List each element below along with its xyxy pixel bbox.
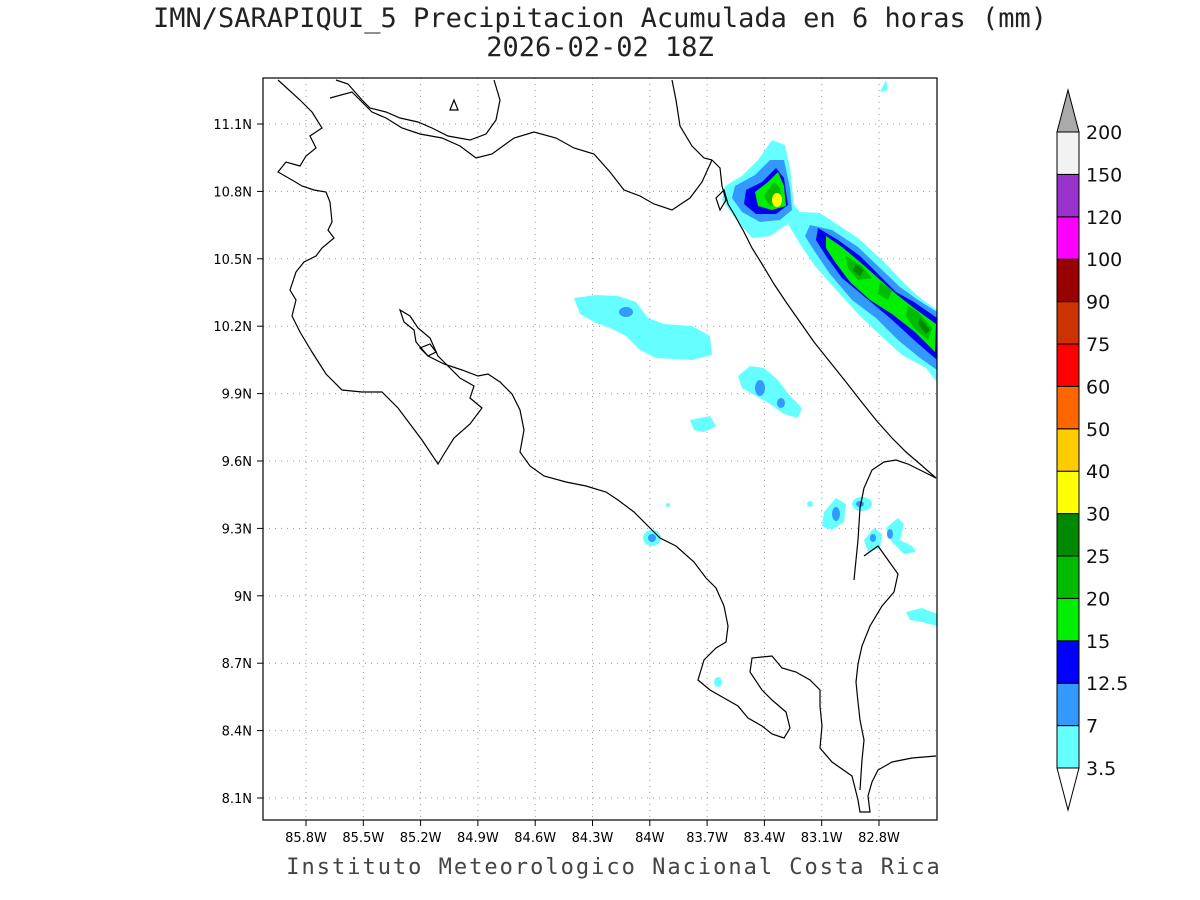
nicaragua-border (329, 91, 713, 211)
precip-area-7 (832, 507, 840, 521)
coastline-path (277, 79, 937, 813)
precip-area-3.5 (738, 366, 802, 418)
colorbar-label: 200 (1086, 122, 1122, 144)
precip-area-3.5 (714, 677, 722, 687)
lat-tick-label: 10.2N (213, 320, 252, 335)
colorbar-swatch (1056, 173, 1080, 218)
precip-area-3.5 (880, 80, 888, 92)
colorbar-swatch (1056, 597, 1080, 642)
lat-tick-label: 9.6N (222, 455, 252, 470)
precip-area-3.5 (690, 416, 716, 432)
map-frame (262, 77, 938, 821)
precip-area-3.5 (807, 501, 813, 507)
lat-tick-label: 9.9N (222, 388, 252, 403)
colorbar-swatch (1056, 301, 1080, 345)
lat-tick-label: 11.1N (213, 118, 252, 133)
lon-tick-label: 84.3W (572, 831, 614, 846)
coastline-boundaries (277, 79, 937, 813)
colorbar-label: 90 (1086, 292, 1110, 314)
lon-tick-label: 83.4W (743, 831, 785, 846)
island (418, 343, 437, 357)
lat-tick-label: 9.3N (222, 522, 252, 537)
lon-tick-label: 84.9W (457, 831, 499, 846)
colorbar-label: 50 (1086, 419, 1110, 441)
colorbar-label: 60 (1086, 376, 1110, 398)
colorbar-swatch (1056, 513, 1080, 557)
precip-area-7 (777, 398, 785, 408)
lat-tick-label: 8.7N (222, 657, 252, 672)
map-datetime: 2026-02-02 18Z (486, 32, 714, 63)
lon-tick-label: 84.6W (514, 831, 556, 846)
colorbar-label: 75 (1086, 334, 1110, 356)
colorbar-label: 15 (1086, 631, 1110, 653)
precip-area-3.5 (574, 295, 712, 360)
colorbar-label: 25 (1086, 546, 1110, 568)
lon-tick-label: 85.2W (400, 831, 442, 846)
colorbar-label: 120 (1086, 207, 1122, 229)
footer-credit: Instituto Meteorologico Nacional Costa R… (286, 855, 942, 880)
precip-area-7 (755, 380, 765, 396)
nicaragua-east (671, 79, 713, 161)
map-grid (263, 78, 937, 820)
panama-border-south (855, 545, 899, 791)
colorbar-swatch (1056, 682, 1080, 727)
colorbar-arrow-bottom (1056, 767, 1080, 812)
precip-area-30 (772, 193, 782, 207)
lon-tick-label: 85.8W (285, 831, 327, 846)
colorbar-swatch (1056, 470, 1080, 515)
precip-area-3.5 (906, 608, 937, 626)
precip-area-7 (619, 307, 633, 317)
colorbar-label: 7 (1086, 716, 1098, 738)
lat-tick-label: 9N (234, 590, 252, 605)
lon-tick-label: 83.1W (801, 831, 843, 846)
colorbar-swatch (1056, 428, 1080, 472)
colorbar-swatch (1056, 131, 1080, 175)
latitude-axis: 11.1N 10.8N 10.5N 10.2N 9.9N 9.6N 9.3N 9N 8.7N 8.… (213, 118, 263, 807)
colorbar-swatch (1056, 385, 1080, 430)
colorbar: 3.5 7 12.5 15 20 25 30 40 50 60 75 90 100 120 150 200 (1056, 88, 1128, 812)
longitude-axis: 85.8W 85.5W 85.2W 84.9W 84.6W 84.3W 84W 83.7W 83… (285, 820, 900, 846)
precip-area-3.5 (886, 518, 916, 554)
precip-area-3.5 (666, 503, 670, 507)
panama-border (853, 459, 937, 581)
colorbar-label: 20 (1086, 588, 1110, 610)
colorbar-swatch (1056, 640, 1080, 684)
colorbar-swatch (1056, 343, 1080, 387)
precip-area-7 (887, 529, 893, 539)
colorbar-swatch (1056, 216, 1080, 260)
precip-area-7 (648, 534, 656, 542)
lat-tick-label: 10.8N (213, 185, 252, 200)
precipitation-field (574, 80, 937, 687)
lon-tick-label: 83.7W (686, 831, 728, 846)
lat-tick-label: 8.4N (222, 725, 252, 740)
lon-tick-label: 84W (635, 831, 665, 846)
colorbar-label: 3.5 (1086, 758, 1116, 780)
lake-shore (335, 79, 501, 141)
island (449, 98, 459, 111)
colorbar-label: 150 (1086, 164, 1122, 186)
colorbar-label: 30 (1086, 504, 1110, 526)
colorbar-arrow-top (1056, 88, 1080, 133)
colorbar-label: 40 (1086, 461, 1110, 483)
colorbar-swatch (1056, 258, 1080, 303)
precip-area-25 (853, 264, 930, 334)
colorbar-label: 12.5 (1086, 673, 1128, 695)
map-title: IMN/SARAPIQUI_5 Precipitacion Acumulada … (152, 3, 1048, 34)
lon-tick-label: 82.8W (858, 831, 900, 846)
colorbar-swatch (1056, 725, 1080, 769)
lat-tick-label: 8.1N (222, 792, 252, 807)
precip-area-20 (764, 182, 932, 340)
lat-tick-label: 10.5N (213, 253, 252, 268)
colorbar-label: 100 (1086, 249, 1122, 271)
precip-area-7 (856, 501, 864, 507)
lon-tick-label: 85.5W (342, 831, 384, 846)
precip-area-15 (755, 172, 936, 352)
caribbean-coast (711, 159, 937, 479)
precip-area-7 (870, 534, 876, 542)
colorbar-swatch (1056, 555, 1080, 599)
